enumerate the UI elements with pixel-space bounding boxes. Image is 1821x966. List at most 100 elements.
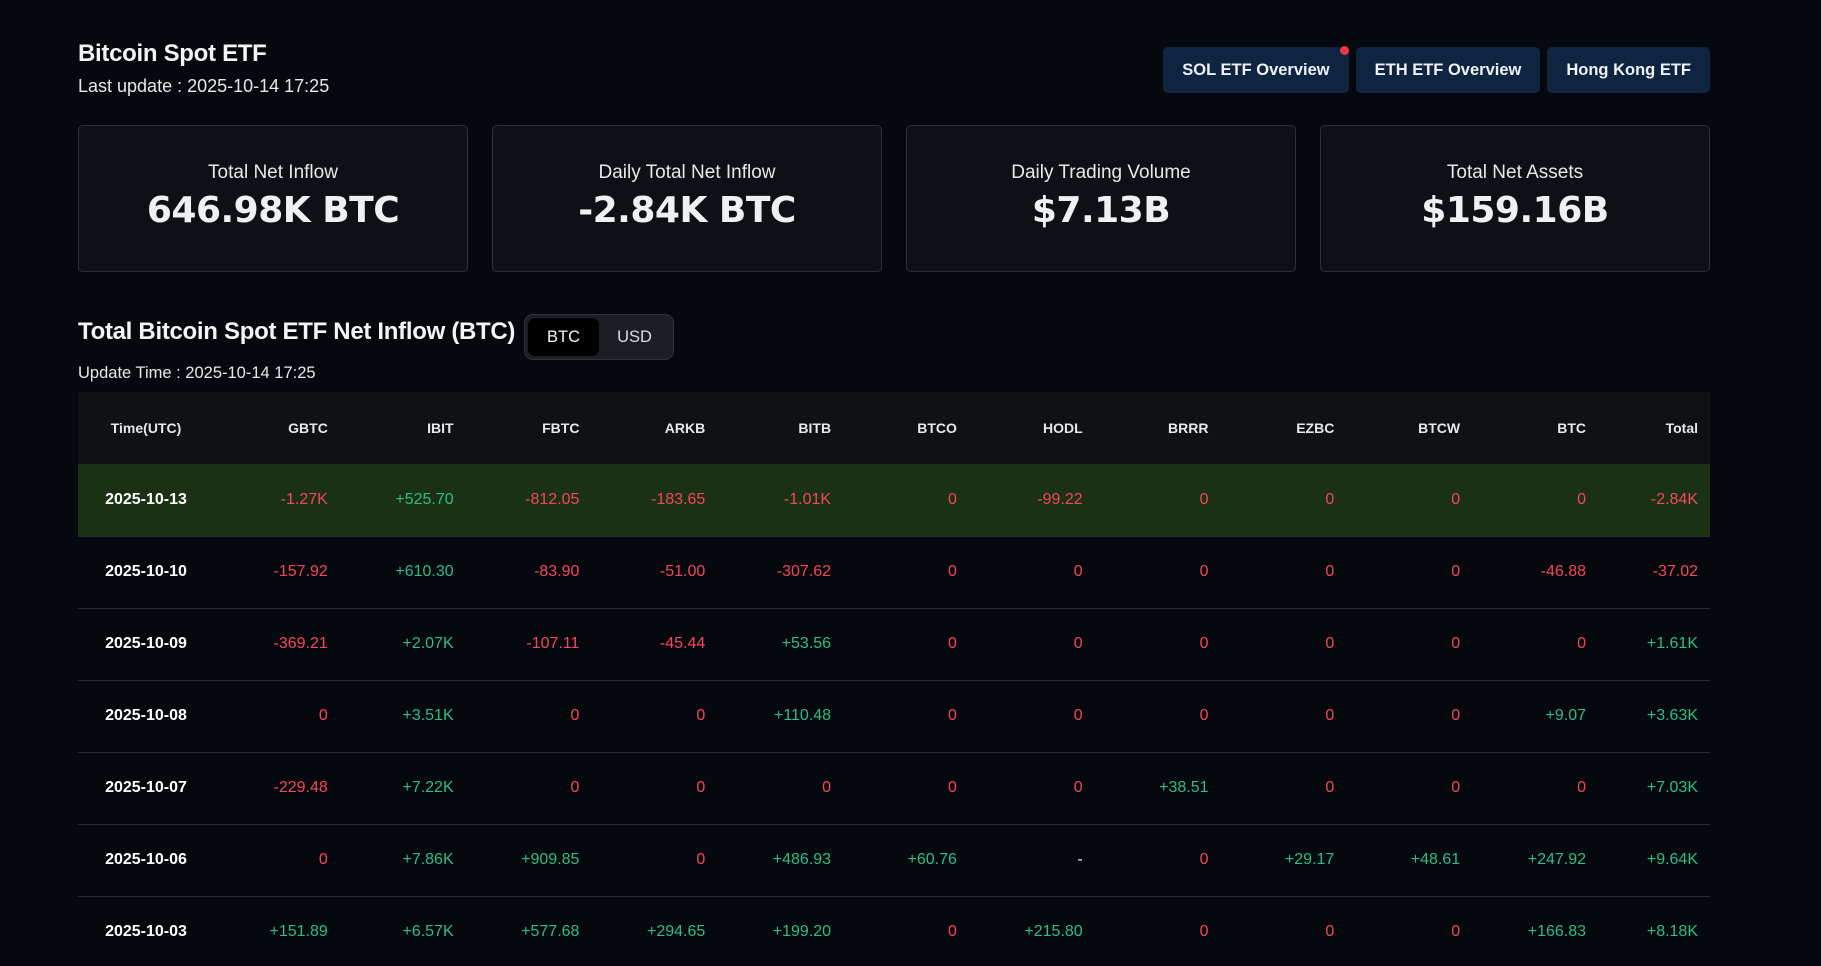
cell-value: +7.86K [402,851,454,868]
page-title: Bitcoin Spot ETF [78,40,267,67]
cell-value: 0 [1325,707,1335,724]
column-header-hodl[interactable]: HODL [1043,420,1083,436]
cell-value: +166.83 [1527,923,1586,940]
column-header-time-utc[interactable]: Time(UTC) [110,420,182,436]
table-row: 2025-10-10 -157.92 +610.30 -83.90 -51.00 -307… [78,536,1710,608]
cell-value: +6.57K [402,923,454,940]
row-date: 2025-10-09 [105,635,187,652]
cell-value: 0 [1325,635,1335,652]
column-header-ezbc[interactable]: EZBC [1296,420,1335,436]
cell-value: -99.22 [1037,490,1083,508]
row-date: 2025-10-06 [105,851,187,868]
hong-kong-etf-button[interactable]: Hong Kong ETF [1547,47,1710,93]
cell-value: +199.20 [772,923,832,940]
toggle-option-btc[interactable]: BTC [528,318,599,356]
table-row: 2025-10-08 0 +3.51K 0 0 +110.48 0 0 0 0 0 +9.07 +3.6… [78,680,1710,752]
daily-trading-volume-card: Daily Trading Volume $7.13B [906,125,1296,272]
column-header-btco[interactable]: BTCO [917,420,957,436]
cell-value: +3.51K [402,707,454,724]
cell-value: -812.05 [525,490,580,508]
cell-value: -2.84K [1650,490,1698,508]
row-date: 2025-10-03 [105,923,187,940]
cell-value: - [1077,851,1083,868]
column-header-fbtc[interactable]: FBTC [542,420,580,436]
cell-value: -45.44 [659,635,706,652]
table-row: 2025-10-03 +151.89 +6.57K +577.68 +294.65 +19… [78,896,1710,966]
last-update-text: Last update : 2025-10-14 17:25 [78,76,330,96]
cell-value: 0 [1073,635,1083,652]
cell-value: +525.70 [395,490,454,508]
eth-etf-overview-label: ETH ETF Overview [1374,60,1522,79]
column-header-btc[interactable]: BTC [1557,420,1586,436]
row-date: 2025-10-13 [105,490,187,508]
cell-value: +151.89 [269,923,328,940]
cell-value: +110.48 [773,707,832,724]
cell-value: +3.63K [1646,707,1698,724]
cell-value: +8.18K [1646,923,1698,940]
row-date: 2025-10-07 [105,779,187,796]
cell-value: 0 [696,779,706,796]
cell-value: 0 [1199,490,1209,508]
cell-value: +577.68 [521,923,580,940]
cell-value: +60.76 [907,851,957,868]
cell-value: 0 [1073,779,1083,796]
cell-value: +247.92 [1527,851,1586,868]
column-header-ibit[interactable]: IBIT [427,420,454,436]
column-header-gbtc[interactable]: GBTC [288,420,328,436]
cell-value: 0 [947,707,957,724]
column-header-total[interactable]: Total [1665,420,1698,436]
cell-value: +9.07 [1545,707,1586,724]
update-time-text: Update Time : 2025-10-14 17:25 [78,364,316,382]
cell-value: +909.85 [521,851,580,868]
section-title: Total Bitcoin Spot ETF Net Inflow (BTC) [78,318,516,345]
daily-total-net-inflow-card: Daily Total Net Inflow -2.84K BTC [492,125,882,272]
currency-toggle: BTC USD [524,314,674,360]
eth-etf-overview-button[interactable]: ETH ETF Overview [1355,47,1541,93]
cell-value: +486.93 [772,851,832,868]
summary-cards: Total Net Inflow 646.98K BTC Daily Total… [78,125,1710,272]
cell-value: +7.03K [1646,779,1698,796]
column-header-brrr[interactable]: BRRR [1168,420,1209,436]
cell-value: -51.00 [659,563,706,580]
card-label: Total Net Assets [1446,162,1584,183]
net-inflow-table: Time(UTC) GBTC IBIT FBTC ARKB BITB BTCO HODL BRR… [78,392,1710,966]
card-value: 646.98K BTC [146,190,400,231]
table-row: 2025-10-09 -369.21 +2.07K -107.11 -45.44 +53.… [78,608,1710,680]
column-header-btcw[interactable]: BTCW [1418,420,1461,436]
cell-value: -83.90 [534,563,580,580]
total-net-inflow-card: Total Net Inflow 646.98K BTC [78,125,468,272]
cell-value: 0 [1577,779,1586,796]
cell-value: -1.27K [280,490,328,508]
cell-value: -157.92 [273,563,328,580]
cell-value: 0 [1325,779,1335,796]
cell-value: 0 [1199,707,1209,724]
cell-value: -369.21 [273,635,328,652]
cell-value: 0 [1451,779,1461,796]
cell-value: +2.07K [402,635,454,652]
cell-value: 0 [1451,490,1461,508]
hong-kong-etf-label: Hong Kong ETF [1566,60,1691,79]
cell-value: +215.80 [1024,923,1083,940]
cell-value: +38.51 [1159,779,1209,796]
cell-value: 0 [947,490,957,508]
card-label: Total Net Inflow [208,162,338,183]
toggle-option-usd[interactable]: USD [617,327,652,346]
cell-value: -46.88 [1540,563,1586,580]
cell-value: +9.64K [1646,851,1698,868]
cell-value: +1.61K [1646,635,1698,652]
cell-value: -183.65 [650,490,706,508]
cell-value: 0 [1325,923,1335,940]
cell-value: 0 [696,851,706,868]
total-net-assets-card: Total Net Assets $159.16B [1320,125,1710,272]
notification-dot-icon [1339,46,1349,55]
cell-value: 0 [696,707,706,724]
cell-value: -229.48 [273,779,328,796]
cell-value: 0 [822,779,832,796]
cell-value: 0 [570,779,580,796]
column-header-bitb[interactable]: BITB [798,420,832,436]
sol-etf-overview-button[interactable]: SOL ETF Overview [1163,46,1349,93]
column-header-arkb[interactable]: ARKB [664,420,706,436]
cell-value: 0 [318,707,328,724]
cell-value: 0 [1451,635,1461,652]
cell-value: 0 [1073,707,1083,724]
